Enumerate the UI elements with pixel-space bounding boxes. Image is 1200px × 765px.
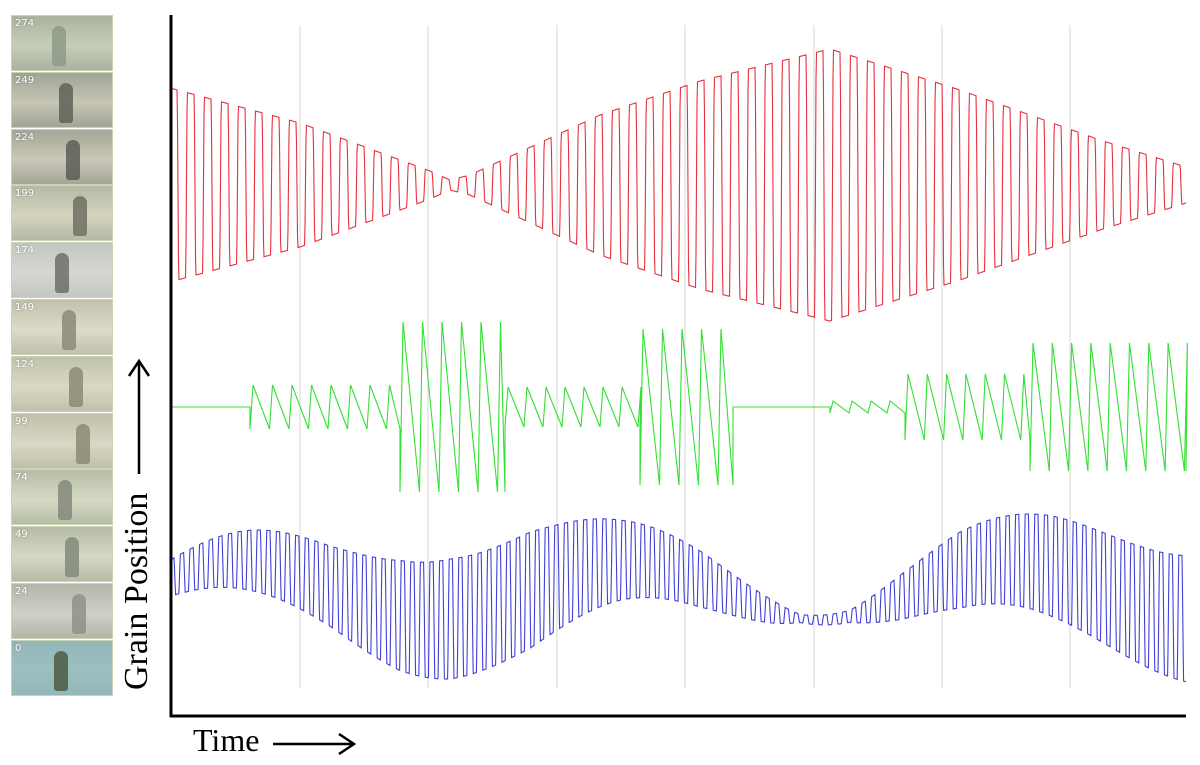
- frame-filmstrip: 274 249 224 199 174 149 124 99 74 49 24 0: [11, 15, 113, 697]
- frame-figure: [73, 196, 87, 237]
- x-axis-label: Time: [193, 722, 359, 759]
- frame-number: 0: [15, 642, 22, 654]
- frame-number: 274: [15, 18, 35, 29]
- frame-thumbnail: 124: [11, 355, 113, 412]
- frame-figure: [59, 82, 73, 123]
- frame-number: 49: [15, 529, 28, 541]
- frame-thumbnail: 224: [11, 128, 113, 185]
- frame-thumbnail: 249: [11, 71, 113, 128]
- x-axis-label-text: Time: [193, 722, 260, 758]
- frame-thumbnail: 0: [11, 639, 113, 696]
- red-grain-trace: [171, 49, 1187, 322]
- frame-figure: [72, 593, 86, 634]
- frame-figure: [76, 423, 90, 464]
- frame-number: 199: [15, 188, 35, 200]
- frame-thumbnail: 49: [11, 526, 113, 583]
- frame-number: 74: [15, 472, 28, 484]
- frame-figure: [66, 139, 80, 180]
- frame-thumbnail: 199: [11, 185, 113, 242]
- frame-number: 24: [15, 585, 28, 597]
- frame-figure: [52, 26, 66, 66]
- frame-number: 224: [15, 131, 35, 143]
- arrow-right-icon: [273, 732, 357, 755]
- frame-number: 124: [15, 358, 35, 370]
- frame-thumbnail: 149: [11, 298, 113, 355]
- frame-figure: [58, 480, 72, 521]
- frame-figure: [65, 537, 79, 578]
- frame-figure: [69, 366, 83, 407]
- frame-number: 99: [15, 415, 28, 427]
- frame-figure: [54, 650, 68, 691]
- frame-figure: [62, 309, 76, 350]
- frame-thumbnail: 174: [11, 242, 113, 299]
- green-grain-trace: [170, 321, 1188, 493]
- frame-figure: [55, 253, 69, 294]
- arrow-right-icon: [128, 358, 151, 475]
- frame-number: 249: [15, 74, 35, 86]
- y-axis-label: Grain Position: [118, 354, 156, 690]
- frame-thumbnail: 24: [11, 582, 113, 639]
- frame-thumbnail: 99: [11, 412, 113, 469]
- y-axis-label-text: Grain Position: [118, 492, 155, 690]
- frame-thumbnail: 74: [11, 469, 113, 526]
- frame-number: 174: [15, 245, 35, 257]
- frame-thumbnail: 274: [11, 15, 113, 71]
- blue-grain-trace: [171, 513, 1187, 683]
- frame-number: 149: [15, 301, 35, 313]
